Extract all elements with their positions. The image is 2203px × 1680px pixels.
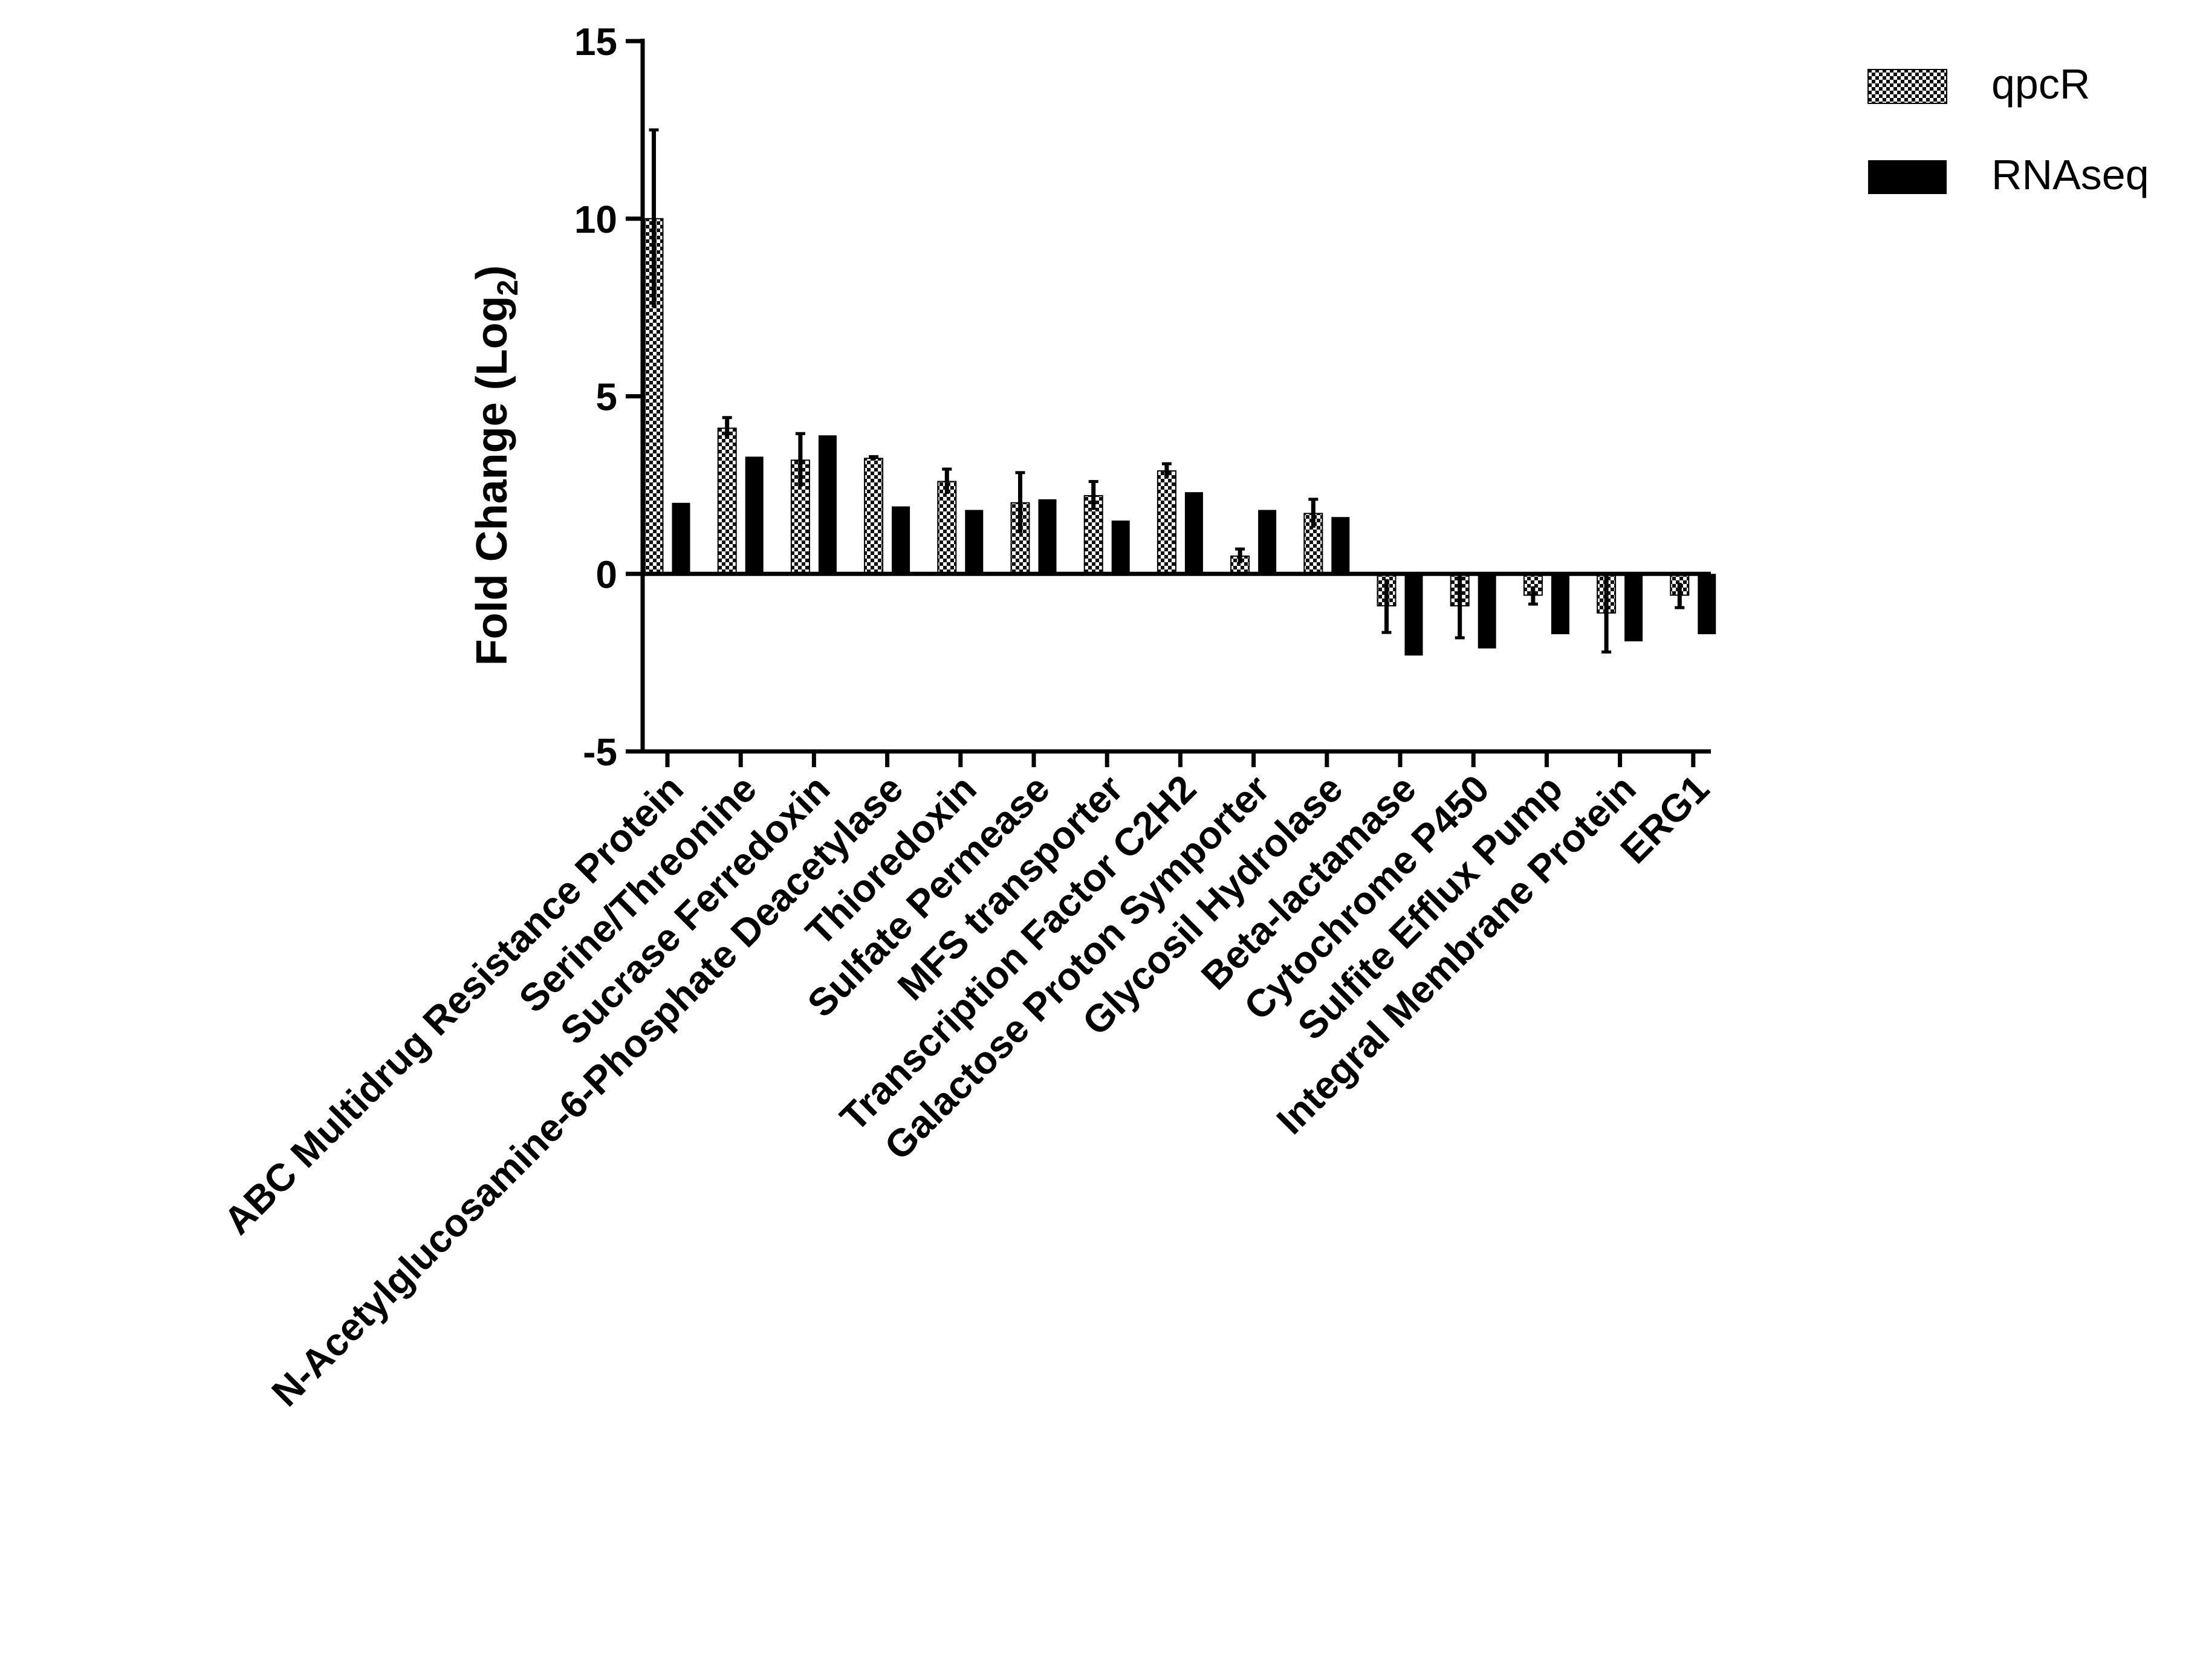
legend: qpcR RNAseq [1867, 60, 2149, 198]
bar-rnaseq [745, 456, 764, 574]
bar-rnaseq [1404, 574, 1423, 656]
legend-label-qpcr: qpcR [1991, 60, 2090, 108]
y-tick-label: 0 [595, 553, 617, 596]
bar-rnaseq [1331, 517, 1350, 574]
y-tick-label: -5 [583, 730, 617, 774]
bar-qpcr [937, 481, 957, 575]
bar-qpcr [864, 458, 884, 575]
legend-label-rnaseq: RNAseq [1991, 151, 2149, 198]
y-tick-label: 15 [574, 20, 617, 63]
bar-rnaseq [672, 502, 690, 574]
y-tick-label: 5 [595, 375, 617, 419]
x-tick-labels: ABC Multidrug Resistance ProteinSerine/T… [215, 767, 1717, 1415]
bar-rnaseq [1258, 510, 1277, 574]
bar-qpcr [1083, 495, 1103, 575]
bar-rnaseq [1478, 574, 1496, 649]
legend-swatch-qpcr [1867, 69, 1947, 104]
error-bars-group [649, 128, 1685, 654]
y-tick-label: 10 [574, 198, 617, 241]
bar-rnaseq [1038, 499, 1057, 574]
y-axis-title: Fold Change (Log2) [468, 265, 524, 666]
y-axis-title-subscript: 2 [492, 280, 524, 296]
bar-qpcr [717, 427, 737, 575]
bars-group [644, 218, 1716, 656]
axes-group [626, 39, 1711, 767]
bar-rnaseq [1551, 574, 1569, 635]
bar-rnaseq [892, 506, 910, 574]
bar-qpcr [1157, 470, 1176, 575]
bar-rnaseq [965, 510, 984, 574]
bar-rnaseq [1624, 574, 1643, 641]
legend-swatch-rnaseq [1868, 160, 1947, 194]
bar-rnaseq [1184, 492, 1203, 574]
y-axis-title-main: Fold Change (Log [468, 296, 516, 666]
bar-rnaseq [818, 435, 837, 574]
y-tick-labels: -5 0 5 10 15 [574, 20, 617, 774]
y-axis-title-close: ) [468, 265, 516, 280]
bar-rnaseq [1111, 521, 1130, 574]
bar-rnaseq [1698, 574, 1716, 635]
